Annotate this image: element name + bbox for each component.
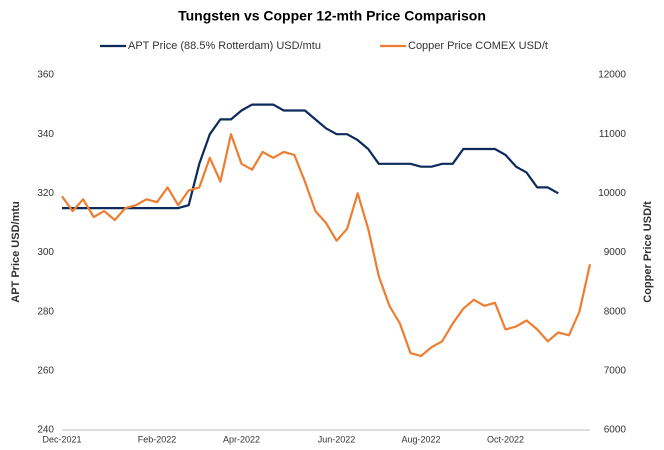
y-axis-title: APT Price USD/mtu [10,201,22,302]
x-tick-label: Aug-2022 [402,434,441,444]
chart-title: Tungsten vs Copper 12-mth Price Comparis… [178,8,486,24]
x-tick-label: Dec-2021 [42,434,81,444]
y-tick-label: 340 [37,129,54,140]
y2-tick-label: 7000 [604,365,627,376]
series-line [62,103,559,210]
y-tick-label: 320 [37,188,54,199]
y-tick-label: 240 [37,425,54,436]
legend-label: Copper Price COMEX USD/t [408,40,548,52]
y2-tick-label: 9000 [604,247,627,258]
y-tick-label: 280 [37,306,54,317]
legend-label: APT Price (88.5% Rotterdam) USD/mtu [128,40,321,52]
x-tick-label: Jun-2022 [318,434,356,444]
y2-tick-label: 11000 [599,129,627,140]
y2-tick-label: 10000 [598,188,626,199]
x-tick-label: Oct-2022 [487,434,524,444]
series-line [61,133,592,358]
y2-tick-label: 12000 [598,70,626,81]
x-tick-label: Feb-2022 [138,434,177,444]
x-tick-label: Apr-2022 [223,434,260,444]
y2-axis-title: Copper Price USD/t [642,201,654,303]
y-tick-label: 260 [37,365,54,376]
y2-tick-label: 8000 [604,306,627,317]
y-tick-label: 360 [37,70,54,81]
y-tick-label: 300 [37,247,54,258]
y2-tick-label: 6000 [604,425,627,436]
